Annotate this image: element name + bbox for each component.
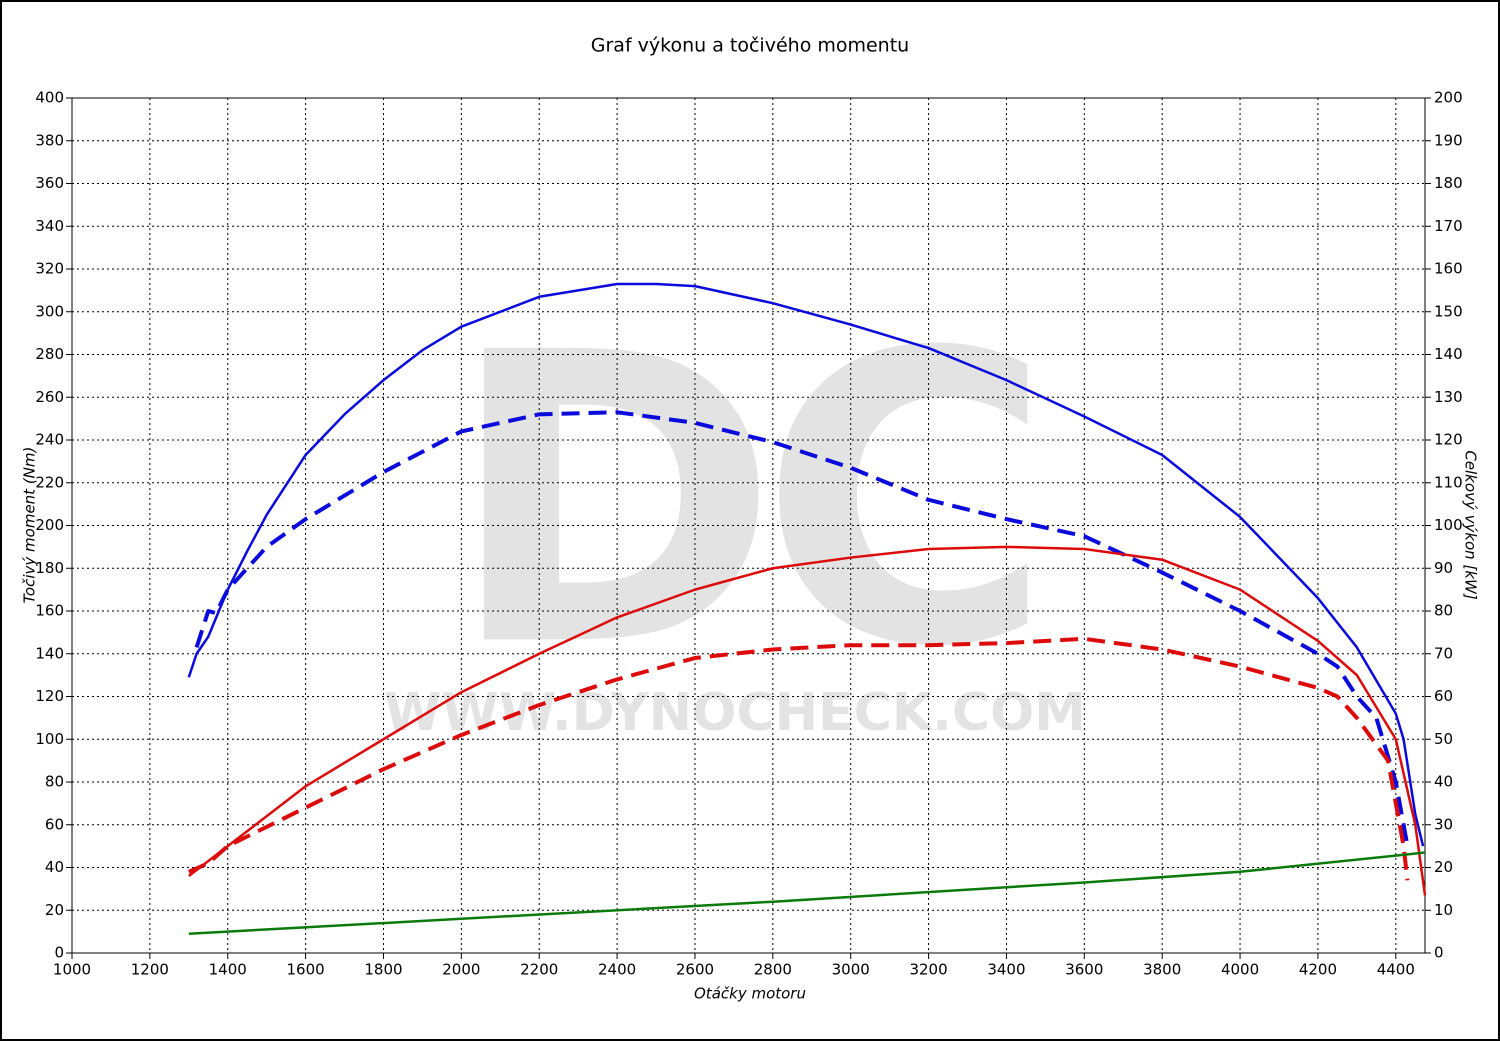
y-tick-label: 280 xyxy=(35,345,64,363)
y-tick-label: 360 xyxy=(35,174,64,192)
x-tick-label: 2800 xyxy=(754,961,792,979)
y2-tick-label: 30 xyxy=(1434,815,1453,833)
y2-tick-label: 130 xyxy=(1434,388,1463,406)
x-tick-label: 1600 xyxy=(287,961,325,979)
y2-tick-label: 180 xyxy=(1434,174,1463,192)
y-tick-label: 120 xyxy=(35,687,64,705)
x-tick-label: 3600 xyxy=(1065,961,1103,979)
y2-tick-label: 20 xyxy=(1434,858,1453,876)
x-tick-label: 3000 xyxy=(832,961,870,979)
y-tick-label: 200 xyxy=(35,516,64,534)
y-tick-label: 100 xyxy=(35,730,64,748)
x-tick-label: 2200 xyxy=(520,961,558,979)
y-tick-label: 40 xyxy=(45,858,64,876)
y2-tick-label: 0 xyxy=(1434,944,1444,962)
x-tick-label: 4200 xyxy=(1299,961,1337,979)
series-line xyxy=(188,545,1427,896)
y2-tick-label: 60 xyxy=(1434,687,1453,705)
y-tick-label: 260 xyxy=(35,388,64,406)
x-tick-label: 3200 xyxy=(909,961,947,979)
series-line xyxy=(188,851,1426,936)
x-tick-label: 1000 xyxy=(53,961,91,979)
x-tick-label: 1200 xyxy=(131,961,169,979)
x-tick-label: 4400 xyxy=(1377,961,1415,979)
y2-tick-label: 70 xyxy=(1434,644,1453,662)
y-tick-label: 140 xyxy=(35,644,64,662)
y2-tick-label: 200 xyxy=(1434,89,1463,107)
y2-tick-label: 120 xyxy=(1434,431,1463,449)
plot-border xyxy=(71,97,1426,954)
y-tick-label: 340 xyxy=(35,217,64,235)
y2-tick-label: 90 xyxy=(1434,559,1453,577)
y-tick-label: 60 xyxy=(45,815,64,833)
series-line xyxy=(188,636,1410,881)
y-tick-label: 220 xyxy=(35,473,64,491)
x-tick-label: 4000 xyxy=(1221,961,1259,979)
y-tick-label: 320 xyxy=(35,260,64,278)
y-tick-label: 300 xyxy=(35,302,64,320)
y-tick-label: 160 xyxy=(35,602,64,620)
x-tick-label: 1800 xyxy=(364,961,402,979)
y2-tick-label: 10 xyxy=(1434,901,1453,919)
y2-tick-label: 150 xyxy=(1434,302,1463,320)
watermark-url: WWW.DYNOCHECK.COM xyxy=(384,683,1086,743)
y2-tick-label: 110 xyxy=(1434,473,1463,491)
y-tick-label: 400 xyxy=(35,89,64,107)
y2-tick-label: 160 xyxy=(1434,260,1463,278)
y-tick-label: 240 xyxy=(35,431,64,449)
y2-tick-label: 100 xyxy=(1434,516,1463,534)
y2-tick-label: 190 xyxy=(1434,131,1463,149)
watermark-logo: DC xyxy=(447,269,1033,734)
y-tick-label: 0 xyxy=(54,944,64,962)
y2-tick-label: 80 xyxy=(1434,602,1453,620)
y-tick-label: 380 xyxy=(35,131,64,149)
y-tick-label: 180 xyxy=(35,559,64,577)
x-tick-label: 3400 xyxy=(987,961,1025,979)
y2-tick-label: 50 xyxy=(1434,730,1453,748)
x-tick-label: 2400 xyxy=(598,961,636,979)
chart-title: Graf výkonu a točivého momentu xyxy=(591,35,909,57)
y2-tick-label: 40 xyxy=(1434,773,1453,791)
x-axis-label: Otáčky motoru xyxy=(694,985,806,1003)
x-tick-label: 2600 xyxy=(676,961,714,979)
y-axis-label: Točivý moment (Nm) xyxy=(21,447,39,604)
y2-tick-label: 140 xyxy=(1434,345,1463,363)
y-tick-label: 80 xyxy=(45,773,64,791)
y2-tick-label: 170 xyxy=(1434,217,1463,235)
y2-axis-label: Celkový výkon [kW] xyxy=(1462,450,1480,600)
x-tick-label: 2000 xyxy=(442,961,480,979)
series-line xyxy=(187,282,1425,847)
x-tick-label: 3800 xyxy=(1143,961,1181,979)
series-line xyxy=(194,410,1410,847)
x-tick-label: 1400 xyxy=(209,961,247,979)
y-tick-label: 20 xyxy=(45,901,64,919)
